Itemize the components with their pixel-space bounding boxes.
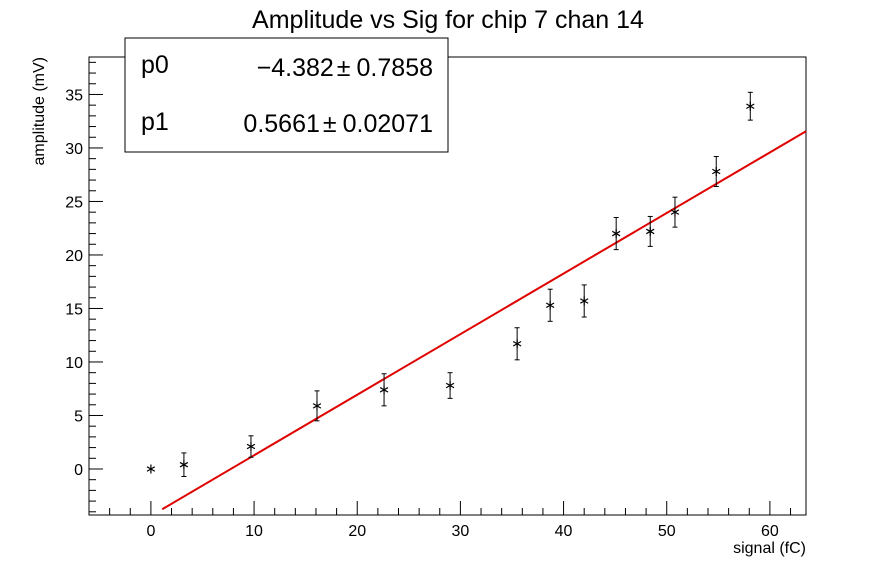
x-axis-label: signal (fC) (733, 540, 806, 557)
stat-p0-value: −4.382 ±0.7858 (257, 54, 433, 82)
x-tick-label: 60 (761, 523, 779, 540)
fit-stats-box: p0 −4.382 ±0.7858 p1 0.5661 ±0.02071 (124, 37, 449, 153)
star-marker-stroke (379, 387, 389, 393)
data-point (579, 284, 589, 318)
star-marker-stroke (712, 168, 721, 175)
star-marker-stroke (545, 302, 555, 309)
x-tick-label: 10 (245, 523, 263, 540)
stats-box-frame (124, 37, 449, 153)
data-point (712, 156, 721, 187)
x-tick-label: 30 (451, 523, 469, 540)
star-marker-stroke (579, 298, 589, 304)
stat-p1-error: 0.02071 (343, 110, 433, 138)
data-point (445, 372, 455, 399)
y-tick-label: 25 (65, 194, 83, 211)
star-marker-stroke (670, 209, 680, 215)
star-marker-stroke (246, 443, 256, 450)
data-point (746, 91, 755, 121)
stat-p1-estimate: 0.5661 (243, 110, 319, 138)
data-point (179, 452, 189, 477)
stat-p0-estimate: −4.382 (257, 54, 334, 82)
y-tick-label: 5 (74, 408, 83, 425)
star-marker-stroke (179, 461, 189, 468)
chart-title: Amplitude vs Sig for chip 7 chan 14 (252, 6, 644, 34)
x-tick-label: 40 (555, 523, 573, 540)
data-point (246, 435, 256, 458)
data-point (379, 373, 389, 407)
y-tick-label: 0 (74, 462, 83, 479)
stat-p1-name: p1 (141, 108, 169, 136)
data-point (545, 288, 555, 322)
x-tick-label: 0 (146, 523, 155, 540)
stat-p1-value: 0.5661 ±0.02071 (243, 110, 433, 138)
star-marker-stroke (312, 403, 322, 409)
data-point (312, 390, 322, 422)
stat-p1-pm: ± (323, 110, 337, 138)
data-point (512, 327, 522, 361)
fit-layer (161, 130, 807, 511)
y-tick-label: 15 (65, 301, 83, 318)
star-marker-stroke (445, 382, 455, 389)
stat-p0-name: p0 (141, 51, 169, 79)
data-points (146, 91, 755, 477)
star-marker-stroke (611, 230, 621, 237)
data-point (611, 217, 621, 251)
stat-p0-pm: ± (337, 54, 351, 82)
y-tick-label: 30 (65, 141, 83, 158)
star-marker-stroke (746, 103, 755, 109)
x-tick-label: 50 (658, 523, 676, 540)
y-tick-label: 35 (65, 87, 83, 104)
y-tick-label: 20 (65, 248, 83, 265)
stat-p0-error: 0.7858 (357, 54, 433, 82)
data-point (646, 215, 655, 247)
data-point (146, 464, 156, 474)
star-marker-stroke (146, 466, 156, 472)
x-axis: 0 10 20 30 40 50 60 (88, 501, 792, 540)
data-point (670, 196, 680, 228)
star-marker-stroke (646, 228, 655, 235)
y-tick-label: 10 (65, 355, 83, 372)
x-tick-label: 20 (348, 523, 366, 540)
y-axis-label: amplitude (mV) (31, 57, 48, 165)
y-axis: 0 5 10 15 20 25 30 35 (65, 61, 103, 513)
star-marker-stroke (512, 341, 522, 347)
fit-line (161, 130, 807, 511)
